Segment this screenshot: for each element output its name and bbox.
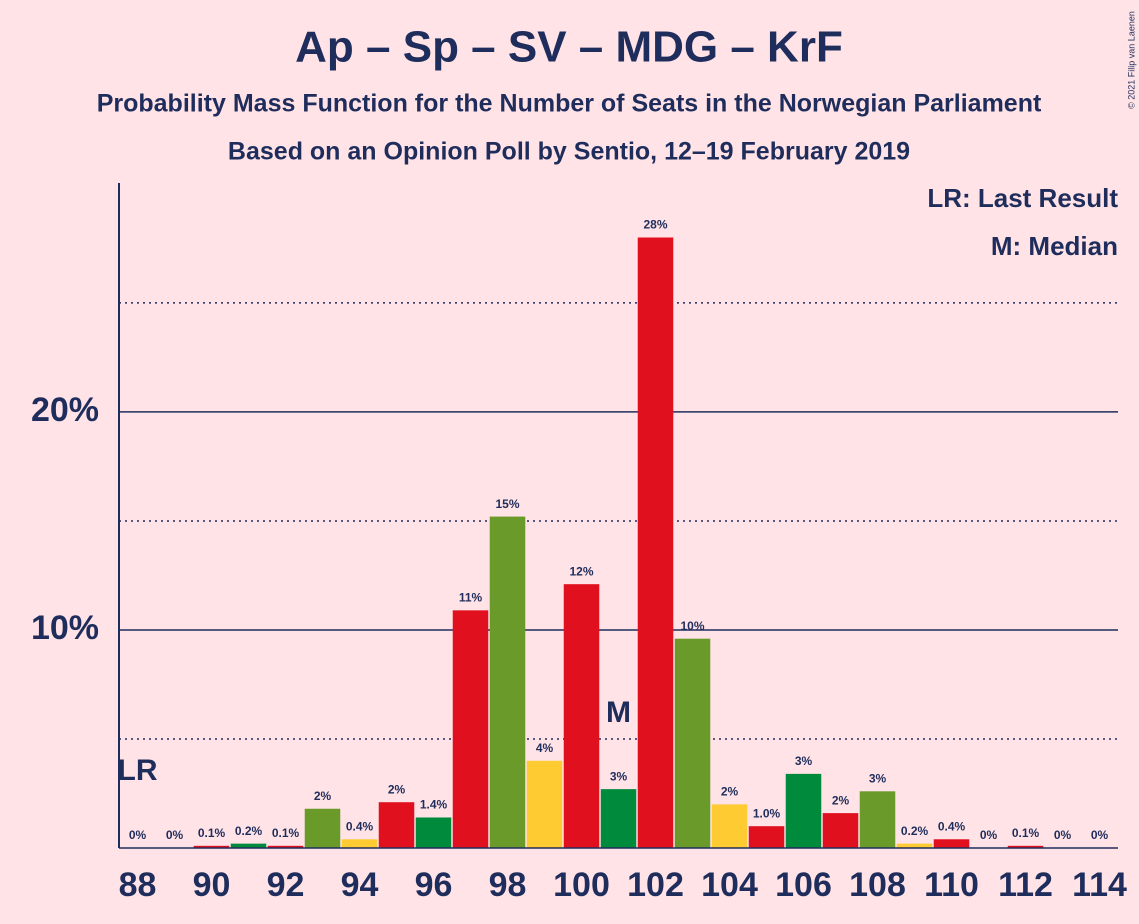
bar [489,516,526,848]
bar [822,813,859,848]
legend-entry: LR: Last Result [927,183,1118,213]
value-label: 0.1% [1012,826,1040,840]
annotation: LR [118,754,158,787]
bar [378,802,415,848]
x-tick-label: 88 [119,866,157,904]
value-label: 15% [495,497,519,511]
bar [267,845,304,848]
bar [230,843,267,848]
value-label: 3% [869,771,887,785]
bar [859,791,896,848]
value-label: 3% [610,769,628,783]
value-label: 4% [536,741,554,755]
x-tick-label: 110 [924,866,979,904]
bar [674,638,711,848]
copyright: © 2021 Filip van Laenen [1126,11,1136,109]
bar [1007,845,1044,848]
value-label: 2% [832,793,850,807]
bar [526,760,563,848]
value-label: 3% [795,754,813,768]
subtitle: Probability Mass Function for the Number… [97,90,1042,118]
value-label: 0.1% [198,826,226,840]
value-label: 0.2% [901,824,929,838]
bar [193,845,230,848]
value-label: 0.2% [235,824,263,838]
bar [600,789,637,848]
annotation: M [606,696,631,729]
value-label: 2% [314,789,332,803]
bar [637,237,674,849]
chart-title: Ap – Sp – SV – MDG – KrF [295,23,843,72]
value-label: 0% [166,828,184,842]
x-tick-label: 112 [998,866,1053,904]
value-label: 0.1% [272,826,300,840]
subtitle: Based on an Opinion Poll by Sentio, 12–1… [228,138,910,166]
value-label: 10% [680,619,704,633]
x-tick-label: 114 [1072,866,1127,904]
x-tick-label: 100 [553,866,610,904]
bar [304,808,341,848]
bar [896,843,933,848]
bar [415,817,452,848]
value-label: 1.4% [420,798,448,812]
value-label: 0% [1091,828,1109,842]
value-label: 0% [1054,828,1072,842]
bar [748,826,785,848]
bar [711,804,748,848]
bar [341,839,378,848]
value-label: 2% [721,785,739,799]
value-label: 0.4% [938,819,966,833]
bar [785,773,822,848]
x-tick-label: 94 [341,866,379,904]
y-tick-label: 20% [31,391,99,429]
bar [563,584,600,848]
value-label: 0% [980,828,998,842]
legend-entry: M: Median [991,231,1118,261]
value-label: 28% [643,218,667,232]
value-label: 2% [388,782,406,796]
x-tick-label: 106 [775,866,832,904]
x-tick-label: 90 [193,866,231,904]
value-label: 11% [459,591,483,605]
x-tick-label: 98 [489,866,527,904]
x-tick-label: 92 [267,866,305,904]
x-tick-label: 108 [849,866,906,904]
value-label: 0% [129,828,147,842]
y-tick-label: 10% [31,609,99,647]
value-label: 12% [569,564,593,578]
bar [933,839,970,848]
x-tick-label: 96 [415,866,453,904]
x-tick-label: 104 [701,866,758,904]
x-tick-label: 102 [627,866,684,904]
bar [452,610,489,848]
value-label: 1.0% [753,806,781,820]
value-label: 0.4% [346,819,374,833]
